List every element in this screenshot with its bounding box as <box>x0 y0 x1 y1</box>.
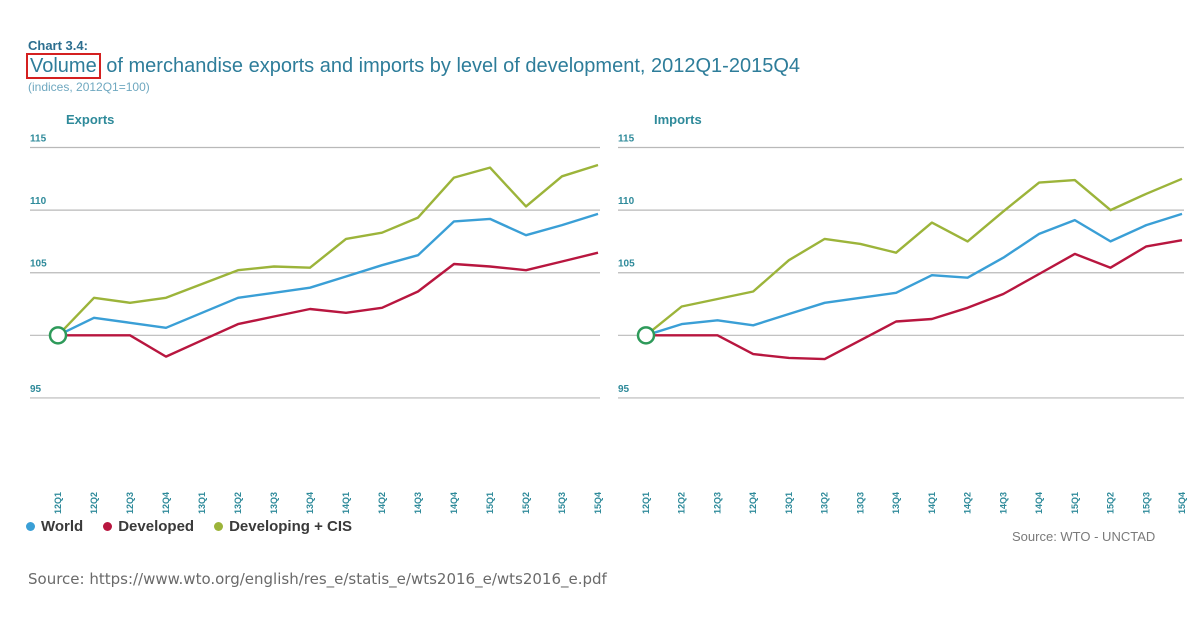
imports-series-world <box>645 212 1183 337</box>
imports-base-marker <box>636 326 656 345</box>
developed-dot-icon <box>103 522 113 531</box>
legend: World Developed Developing + CIS <box>26 518 352 535</box>
exports-series-developed <box>58 251 599 358</box>
exports-xtick-label: 15Q1 <box>485 492 495 514</box>
exports-xtick-label: 13Q4 <box>305 492 315 514</box>
imports-xtick-label: 15Q3 <box>1141 492 1151 514</box>
exports-ytick-label: 110 <box>30 196 47 207</box>
exports-xtick-label: 14Q4 <box>449 492 459 514</box>
legend-label-world: World <box>41 518 84 535</box>
imports-xtick-label: 14Q2 <box>963 492 973 514</box>
chart-subtitle: (indices, 2012Q1=100) <box>28 80 150 94</box>
exports-ytick-label: 105 <box>30 259 47 270</box>
imports-xtick-label: 12Q3 <box>712 492 722 514</box>
legend-label-developing-cis: Developing + CIS <box>229 518 353 535</box>
legend-item-developing-cis: Developing + CIS <box>214 518 352 535</box>
legend-item-world: World <box>26 518 83 535</box>
developing-cis-dot-icon <box>214 522 224 531</box>
imports-panel-title: Imports <box>654 112 702 127</box>
exports-xtick-label: 12Q4 <box>161 492 171 514</box>
exports-xtick-label: 14Q1 <box>341 492 351 514</box>
exports-xtick-label: 13Q2 <box>233 492 243 514</box>
source-url: Source: https://www.wto.org/english/res_… <box>28 570 607 588</box>
title-highlight: Volume <box>26 53 101 79</box>
imports-xtick-label: 13Q2 <box>820 492 830 514</box>
imports-xtick-label: 12Q4 <box>748 492 758 514</box>
legend-label-developed: Developed <box>118 518 195 535</box>
imports-xtick-label: 15Q1 <box>1070 492 1080 514</box>
exports-xtick-label: 14Q3 <box>413 492 423 514</box>
imports-series-developing-cis <box>645 177 1183 337</box>
exports-series-world <box>57 212 599 337</box>
exports-xtick-label: 15Q2 <box>521 492 531 514</box>
imports-ytick-label: 95 <box>618 384 630 395</box>
imports-xtick-label: 13Q1 <box>784 492 794 514</box>
title-rest: of merchandise exports and imports by le… <box>100 55 801 77</box>
imports-xtick-label: 15Q4 <box>1177 492 1187 514</box>
imports-series-developed <box>646 239 1183 361</box>
imports-xtick-label: 14Q3 <box>998 492 1008 514</box>
chart-number: Chart 3.4: <box>28 38 88 53</box>
imports-xtick-label: 12Q1 <box>641 492 651 514</box>
imports-ytick-label: 110 <box>618 196 635 207</box>
chart-title: Volume of merchandise exports and import… <box>26 53 801 79</box>
imports-xtick-label: 13Q3 <box>855 492 865 514</box>
exports-xtick-label: 12Q1 <box>53 492 63 514</box>
legend-item-developed: Developed <box>103 518 194 535</box>
imports-xtick-label: 15Q2 <box>1106 492 1116 514</box>
exports-xtick-label: 15Q3 <box>557 492 567 514</box>
exports-panel-title: Exports <box>66 112 114 127</box>
exports-xtick-label: 15Q4 <box>593 492 603 514</box>
world-dot-icon <box>26 522 35 531</box>
exports-xtick-label: 12Q3 <box>125 492 135 514</box>
exports-series-developing-cis <box>57 163 599 337</box>
exports-xtick-label: 13Q3 <box>269 492 279 514</box>
imports-xtick-label: 14Q1 <box>927 492 937 514</box>
exports-ytick-label: 95 <box>30 384 42 395</box>
exports-xtick-label: 12Q2 <box>89 492 99 514</box>
exports-xtick-label: 14Q2 <box>377 492 387 514</box>
imports-ytick-label: 115 <box>618 134 635 145</box>
source-note: Source: WTO - UNCTAD <box>1012 529 1156 544</box>
imports-xtick-label: 14Q4 <box>1034 492 1044 514</box>
imports-xtick-label: 13Q4 <box>891 492 901 514</box>
exports-xtick-label: 13Q1 <box>197 492 207 514</box>
exports-base-marker <box>48 326 68 345</box>
exports-ytick-label: 115 <box>30 134 47 145</box>
imports-xtick-label: 12Q2 <box>677 492 687 514</box>
imports-ytick-label: 105 <box>618 259 635 270</box>
